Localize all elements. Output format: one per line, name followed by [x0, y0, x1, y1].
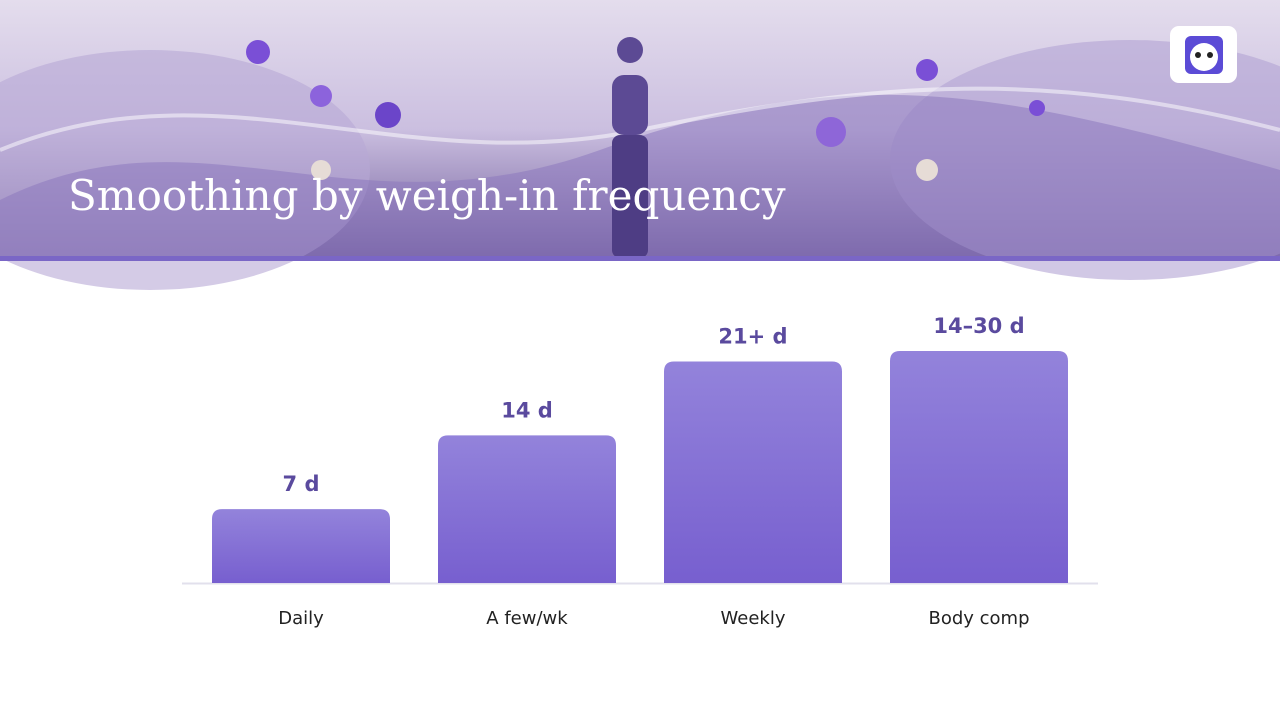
bar	[664, 361, 842, 583]
value-label: 14–30 d	[933, 314, 1024, 338]
logo	[1170, 26, 1237, 83]
x-tick-label: Daily	[278, 608, 324, 629]
x-tick-label: A few/wk	[486, 608, 568, 629]
bar	[438, 435, 616, 583]
value-label: 7 d	[283, 472, 320, 496]
plot: 7 d Daily 14 d A few/wk 21+ d Weekly 14–30 d Bo…	[212, 314, 1068, 629]
bar	[890, 351, 1068, 583]
bar	[212, 509, 390, 583]
figure	[612, 37, 648, 258]
banner: Smoothing by weigh-in frequency	[0, 0, 1280, 290]
x-tick-label: Weekly	[721, 608, 786, 629]
value-label: 14 d	[501, 398, 553, 422]
chart-title: Smoothing by weigh-in frequency	[68, 171, 786, 220]
value-label: 21+ d	[718, 325, 787, 349]
x-tick-label: Body comp	[928, 608, 1029, 629]
